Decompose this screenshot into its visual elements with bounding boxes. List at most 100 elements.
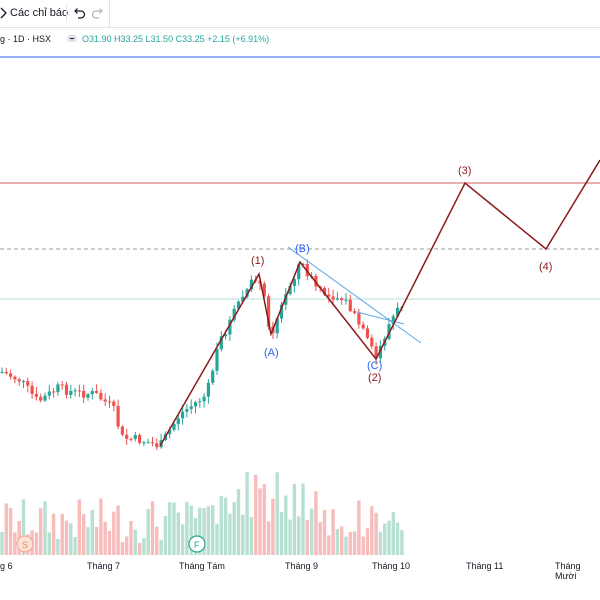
- candle[interactable]: [155, 443, 159, 448]
- candle[interactable]: [150, 442, 155, 444]
- candle[interactable]: [219, 336, 223, 350]
- candle[interactable]: [189, 406, 193, 410]
- candle[interactable]: [103, 399, 107, 402]
- indicators-icon[interactable]: [0, 6, 8, 20]
- candle[interactable]: [120, 426, 124, 435]
- candle[interactable]: [327, 294, 331, 297]
- candle[interactable]: [211, 370, 215, 383]
- wave-label-1[interactable]: (1): [251, 255, 264, 267]
- candle[interactable]: [193, 402, 198, 407]
- candle[interactable]: [267, 296, 271, 327]
- candle[interactable]: [43, 395, 47, 401]
- undo-icon[interactable]: [71, 5, 87, 21]
- wave-label-a[interactable]: (A): [264, 347, 279, 359]
- candle[interactable]: [0, 371, 4, 373]
- candle[interactable]: [172, 423, 176, 430]
- correction-lower-line[interactable]: [356, 311, 405, 325]
- candle[interactable]: [198, 401, 202, 403]
- candle[interactable]: [228, 319, 232, 335]
- candle[interactable]: [60, 384, 64, 386]
- candle[interactable]: [232, 308, 236, 320]
- candle[interactable]: [275, 318, 279, 334]
- split-marker-icon[interactable]: [16, 535, 34, 553]
- wave-label-b[interactable]: (B): [295, 243, 310, 255]
- candle[interactable]: [202, 396, 206, 402]
- wave-label-c[interactable]: (C): [367, 360, 382, 372]
- candle[interactable]: [206, 382, 210, 397]
- candle[interactable]: [391, 316, 395, 325]
- candle[interactable]: [95, 391, 99, 393]
- candle[interactable]: [370, 337, 374, 347]
- candle[interactable]: [90, 391, 94, 395]
- candle[interactable]: [361, 324, 365, 329]
- symbol-info[interactable]: g · 1D · HSX: [0, 34, 52, 44]
- candle[interactable]: [47, 391, 51, 396]
- candle[interactable]: [241, 296, 245, 302]
- candle[interactable]: [99, 392, 103, 400]
- candle[interactable]: [288, 285, 292, 295]
- candle[interactable]: [146, 442, 150, 444]
- candle[interactable]: [26, 381, 30, 386]
- candle[interactable]: [133, 435, 137, 439]
- candle[interactable]: [262, 283, 266, 297]
- candle[interactable]: [284, 294, 288, 305]
- candle[interactable]: [69, 390, 73, 395]
- candle[interactable]: [82, 390, 86, 398]
- candle[interactable]: [387, 324, 391, 339]
- correction-trendline[interactable]: [287, 246, 422, 344]
- candle[interactable]: [365, 328, 370, 338]
- candle[interactable]: [305, 263, 309, 277]
- candle[interactable]: [249, 279, 253, 290]
- candle[interactable]: [116, 405, 120, 427]
- candle[interactable]: [301, 263, 305, 265]
- candle[interactable]: [107, 401, 112, 403]
- candle[interactable]: [4, 371, 8, 374]
- candle[interactable]: [13, 376, 17, 380]
- candle[interactable]: [348, 299, 352, 312]
- indicators-button[interactable]: Các chỉ báo: [10, 7, 69, 19]
- candle[interactable]: [138, 435, 142, 443]
- candle[interactable]: [344, 299, 348, 301]
- candle[interactable]: [77, 390, 81, 392]
- collapse-legend-icon[interactable]: [67, 33, 77, 44]
- candle[interactable]: [39, 396, 43, 401]
- candle[interactable]: [129, 438, 133, 440]
- candle[interactable]: [112, 401, 116, 406]
- candle[interactable]: [17, 379, 21, 382]
- wave-label-4[interactable]: (4): [539, 261, 552, 273]
- candle[interactable]: [331, 296, 335, 300]
- candle[interactable]: [181, 411, 185, 419]
- candle[interactable]: [215, 349, 219, 371]
- candle[interactable]: [335, 298, 339, 300]
- candle[interactable]: [297, 264, 301, 280]
- candle[interactable]: [224, 334, 228, 337]
- candle[interactable]: [396, 307, 400, 317]
- candle[interactable]: [56, 384, 60, 393]
- candle[interactable]: [86, 394, 90, 398]
- candle[interactable]: [374, 346, 378, 359]
- time-axis[interactable]: [0, 558, 600, 600]
- candle[interactable]: [340, 298, 344, 301]
- elliott-wave-path[interactable]: [159, 159, 600, 447]
- candlesticks[interactable]: [0, 259, 404, 450]
- candle[interactable]: [176, 418, 180, 424]
- candle[interactable]: [125, 434, 129, 439]
- price-chart[interactable]: (1) (2) (3) (4) (A) (B) (C) S F: [0, 54, 600, 558]
- candle[interactable]: [21, 381, 26, 383]
- candle[interactable]: [30, 385, 34, 394]
- candle[interactable]: [245, 289, 249, 297]
- candle[interactable]: [357, 313, 361, 325]
- candle[interactable]: [322, 287, 327, 295]
- wave-label-2[interactable]: (2): [368, 372, 381, 384]
- candle[interactable]: [52, 391, 56, 393]
- candle[interactable]: [292, 279, 296, 286]
- candle[interactable]: [353, 311, 357, 314]
- wave-label-3[interactable]: (3): [458, 165, 471, 177]
- candle[interactable]: [73, 390, 77, 392]
- candle[interactable]: [236, 301, 241, 309]
- candle[interactable]: [64, 384, 69, 395]
- candle[interactable]: [142, 442, 146, 444]
- redo-icon[interactable]: [90, 5, 106, 21]
- candle[interactable]: [279, 304, 284, 319]
- candle[interactable]: [378, 345, 382, 359]
